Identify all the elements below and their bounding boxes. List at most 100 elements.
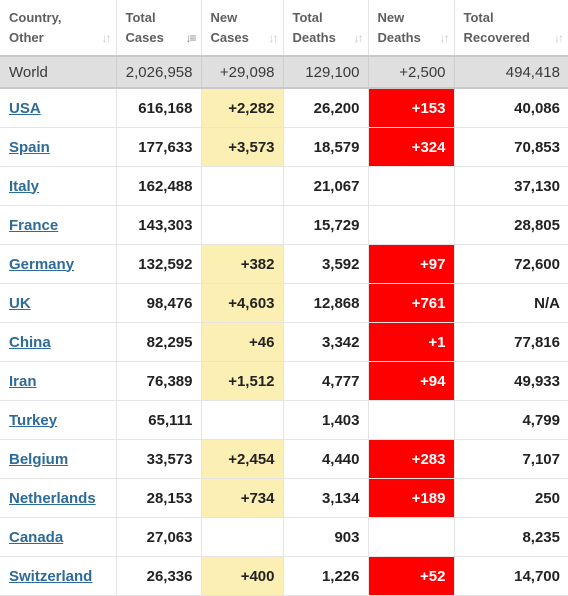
total-recovered-cell: N/A [453,283,568,323]
world-new-deaths: +2,500 [367,55,455,89]
total-cases-cell: 33,573 [115,439,202,479]
country-link[interactable]: Netherlands [9,489,96,507]
new-deaths-cell: +283 [367,439,455,479]
total-cases-cell: 162,488 [115,166,202,206]
country-link[interactable]: China [9,333,51,351]
country-cell: Canada [0,517,117,557]
new-cases-cell: +2,454 [200,439,284,479]
total-recovered-cell: 40,086 [453,87,568,128]
col-header-total-deaths[interactable]: Total Deaths ↓↑ [282,0,369,57]
country-cell: Belgium [0,439,117,479]
country-link[interactable]: Belgium [9,450,69,468]
col-header-total-recovered[interactable]: Total Recovered ↓↑ [453,0,568,57]
country-link[interactable]: Turkey [9,411,58,429]
new-cases-cell [200,166,284,206]
sort-icon[interactable]: ↓↑ [101,31,112,45]
sort-icon[interactable]: ↓↑ [268,31,279,45]
total-deaths-cell: 3,342 [282,322,369,362]
total-deaths-cell: 12,868 [282,283,369,323]
total-deaths-cell: 26,200 [282,87,369,128]
total-recovered-cell: 7,107 [453,439,568,479]
world-total-cases: 2,026,958 [115,55,202,89]
new-cases-cell: +400 [200,556,284,596]
total-recovered-cell: 77,816 [453,322,568,362]
country-cell: Turkey [0,400,117,440]
new-cases-cell: +1,512 [200,361,284,401]
total-deaths-cell: 21,067 [282,166,369,206]
header-row: Country, Other ↓↑ Total Cases ↓≡ New Cas… [0,0,568,57]
total-cases-cell: 76,389 [115,361,202,401]
header-label-line1: Total [463,9,494,25]
country-cell: Switzerland [0,556,117,596]
table-row: Turkey 65,111 1,403 4,799 [0,400,568,440]
total-deaths-cell: 15,729 [282,205,369,245]
col-header-country[interactable]: Country, Other ↓↑ [0,0,117,57]
total-cases-cell: 132,592 [115,244,202,284]
total-recovered-cell: 8,235 [453,517,568,557]
new-cases-cell [200,517,284,557]
header-label-line2: Cases [210,29,249,45]
total-cases-cell: 143,303 [115,205,202,245]
table-row: France 143,303 15,729 28,805 [0,205,568,245]
country-link[interactable]: Switzerland [9,567,93,585]
header-label-line1: Total [292,9,323,25]
table-row: Iran 76,389 +1,512 4,777 +94 49,933 [0,361,568,401]
world-total-recovered: 494,418 [453,55,568,89]
table-row: Switzerland 26,336 +400 1,226 +52 14,700 [0,556,568,596]
new-deaths-cell: +94 [367,361,455,401]
new-cases-cell: +734 [200,478,284,518]
total-deaths-cell: 1,226 [282,556,369,596]
table-row: China 82,295 +46 3,342 +1 77,816 [0,322,568,362]
total-recovered-cell: 70,853 [453,127,568,167]
country-cell: Iran [0,361,117,401]
country-link[interactable]: UK [9,294,31,312]
new-cases-cell: +3,573 [200,127,284,167]
col-header-new-deaths[interactable]: New Deaths ↓↑ [367,0,455,57]
new-deaths-cell: +324 [367,127,455,167]
table-row: Spain 177,633 +3,573 18,579 +324 70,853 [0,127,568,167]
world-total-row: World 2,026,958 +29,098 129,100 +2,500 4… [0,55,568,89]
header-label-line1: New [210,9,238,25]
total-cases-cell: 28,153 [115,478,202,518]
country-cell: Netherlands [0,478,117,518]
total-cases-cell: 98,476 [115,283,202,323]
new-deaths-cell: +97 [367,244,455,284]
sort-icon[interactable]: ↓↑ [439,31,450,45]
new-deaths-cell [367,517,455,557]
country-link[interactable]: Germany [9,255,75,273]
col-header-new-cases[interactable]: New Cases ↓↑ [200,0,284,57]
total-cases-cell: 177,633 [115,127,202,167]
total-cases-cell: 26,336 [115,556,202,596]
total-deaths-cell: 3,134 [282,478,369,518]
world-total-deaths: 129,100 [282,55,369,89]
total-recovered-cell: 250 [453,478,568,518]
country-link[interactable]: Spain [9,138,50,156]
total-deaths-cell: 4,777 [282,361,369,401]
country-cell: Spain [0,127,117,167]
country-link[interactable]: Iran [9,372,37,390]
country-cell: UK [0,283,117,323]
col-header-total-cases[interactable]: Total Cases ↓≡ [115,0,202,57]
table-row: Germany 132,592 +382 3,592 +97 72,600 [0,244,568,284]
header-label-line2: Cases [125,29,164,45]
table-row: Italy 162,488 21,067 37,130 [0,166,568,206]
table-row: Netherlands 28,153 +734 3,134 +189 250 [0,478,568,518]
total-cases-cell: 616,168 [115,87,202,128]
country-link[interactable]: USA [9,99,41,117]
new-deaths-cell: +153 [367,87,455,128]
total-cases-cell: 27,063 [115,517,202,557]
sort-icon[interactable]: ↓↑ [554,31,564,45]
country-cell: Germany [0,244,117,284]
total-deaths-cell: 903 [282,517,369,557]
total-recovered-cell: 4,799 [453,400,568,440]
new-deaths-cell: +1 [367,322,455,362]
new-deaths-cell [367,166,455,206]
country-link[interactable]: France [9,216,59,234]
world-label: World [0,55,117,89]
sort-icon[interactable]: ↓↑ [353,31,364,45]
country-link[interactable]: Italy [9,177,40,195]
country-link[interactable]: Canada [9,528,64,546]
table-row: Canada 27,063 903 8,235 [0,517,568,557]
sort-desc-icon[interactable]: ↓≡ [185,31,196,45]
header-label-line2: Deaths [377,29,421,45]
